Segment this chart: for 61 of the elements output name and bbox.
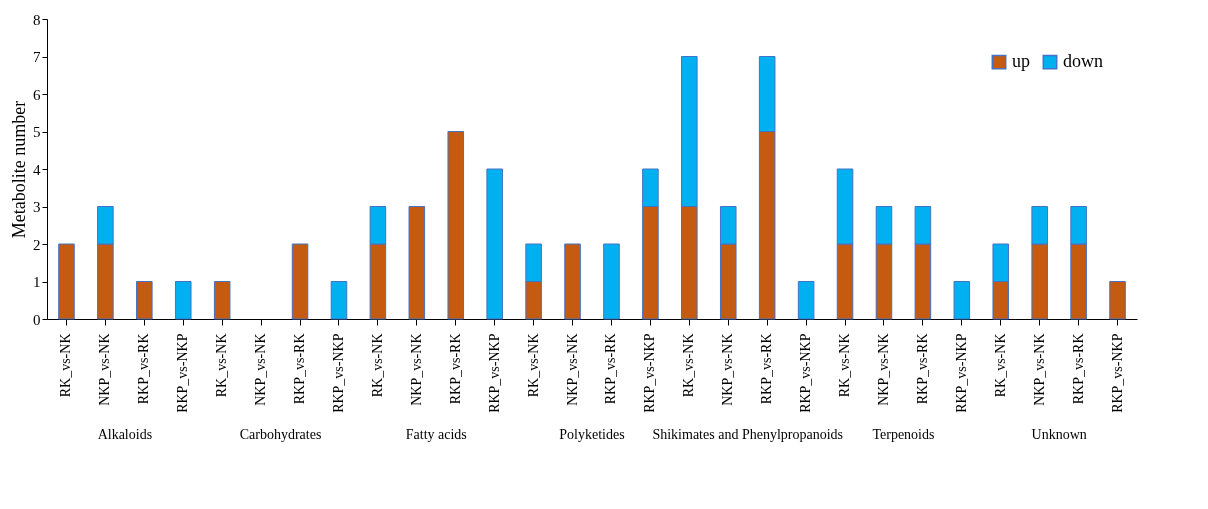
x-tick-label: RKP_vs-RK [136, 333, 152, 405]
x-tick-label: RK_vs-NK [369, 333, 385, 398]
bar [797, 281, 815, 320]
x-tick-label: RKP_vs-NKP [486, 333, 502, 413]
x-tick-label: RKP_vs-NKP [953, 333, 969, 413]
x-tick-label: RKP_vs-NKP [798, 333, 814, 413]
x-tick-label: RKP_vs-RK [759, 333, 775, 405]
text: Shikimates and Phenylpropanoids [652, 427, 843, 442]
x-tick-label: NKP_vs-NK [1031, 333, 1047, 406]
bar [953, 281, 971, 320]
text: Unknown [1031, 427, 1087, 442]
x-tick-label: RK_vs-NK [214, 333, 230, 398]
x-tick-label: NKP_vs-NK [875, 333, 891, 406]
x-tick-label: RK_vs-NK [992, 333, 1008, 398]
y-tick-label: 7 [33, 49, 41, 65]
x-tick-label: RKP_vs-RK [447, 333, 463, 405]
bar [603, 243, 620, 320]
y-tick-label: 0 [33, 311, 41, 328]
x-tick-label: RKP_vs-RK [914, 333, 930, 405]
x-tick-label: RK_vs-NK [681, 333, 697, 398]
x-tick-label: RK_vs-NK [837, 333, 853, 398]
y-tick-label: 3 [33, 199, 41, 215]
x-tick-label: RKP_vs-NKP [175, 333, 191, 413]
bar [291, 243, 309, 320]
text: Alkaloids [97, 427, 153, 442]
text: Fatty acids [405, 427, 467, 442]
x-tick-label: RKP_vs-RK [603, 333, 619, 405]
bar [174, 281, 192, 320]
legend-label: up [1012, 51, 1030, 72]
bar [564, 243, 581, 320]
x-tick-label: NKP_vs-NK [253, 333, 269, 406]
x-tick-label: RKP_vs-RK [1070, 333, 1086, 405]
y-tick-label: 6 [33, 86, 41, 103]
text: Carbohydrates [239, 427, 322, 442]
y-tick-label: 5 [33, 124, 41, 140]
y-axis-title: Metabolite number [9, 100, 29, 239]
y-tick-label: 8 [33, 11, 41, 28]
x-tick-label: RKP_vs-NKP [330, 333, 346, 413]
y-tick-label: 1 [33, 274, 41, 290]
x-tick-label: NKP_vs-NK [97, 333, 113, 406]
text: Polyketides [559, 427, 625, 442]
bar [447, 131, 465, 320]
bar [330, 281, 348, 320]
x-tick-label: NKP_vs-NK [720, 333, 736, 406]
text: Terpenoids [872, 427, 935, 442]
legend-label: down [1063, 51, 1103, 72]
x-tick-label: NKP_vs-NK [564, 333, 580, 406]
bar [486, 168, 503, 320]
y-tick-label: 2 [33, 236, 41, 253]
x-tick-label: RKP_vs-NKP [1109, 333, 1125, 413]
x-tick-label: NKP_vs-NK [408, 333, 424, 406]
bar [136, 281, 153, 320]
x-tick-label: RK_vs-NK [58, 333, 74, 398]
y-tick-label: 4 [33, 161, 41, 178]
bar [1109, 281, 1126, 320]
x-tick-label: RKP_vs-RK [292, 333, 308, 405]
x-tick-label: RKP_vs-NKP [642, 333, 658, 413]
bar [213, 281, 231, 320]
bar [408, 206, 426, 320]
bar [58, 243, 75, 320]
x-tick-label: RK_vs-NK [525, 333, 541, 398]
